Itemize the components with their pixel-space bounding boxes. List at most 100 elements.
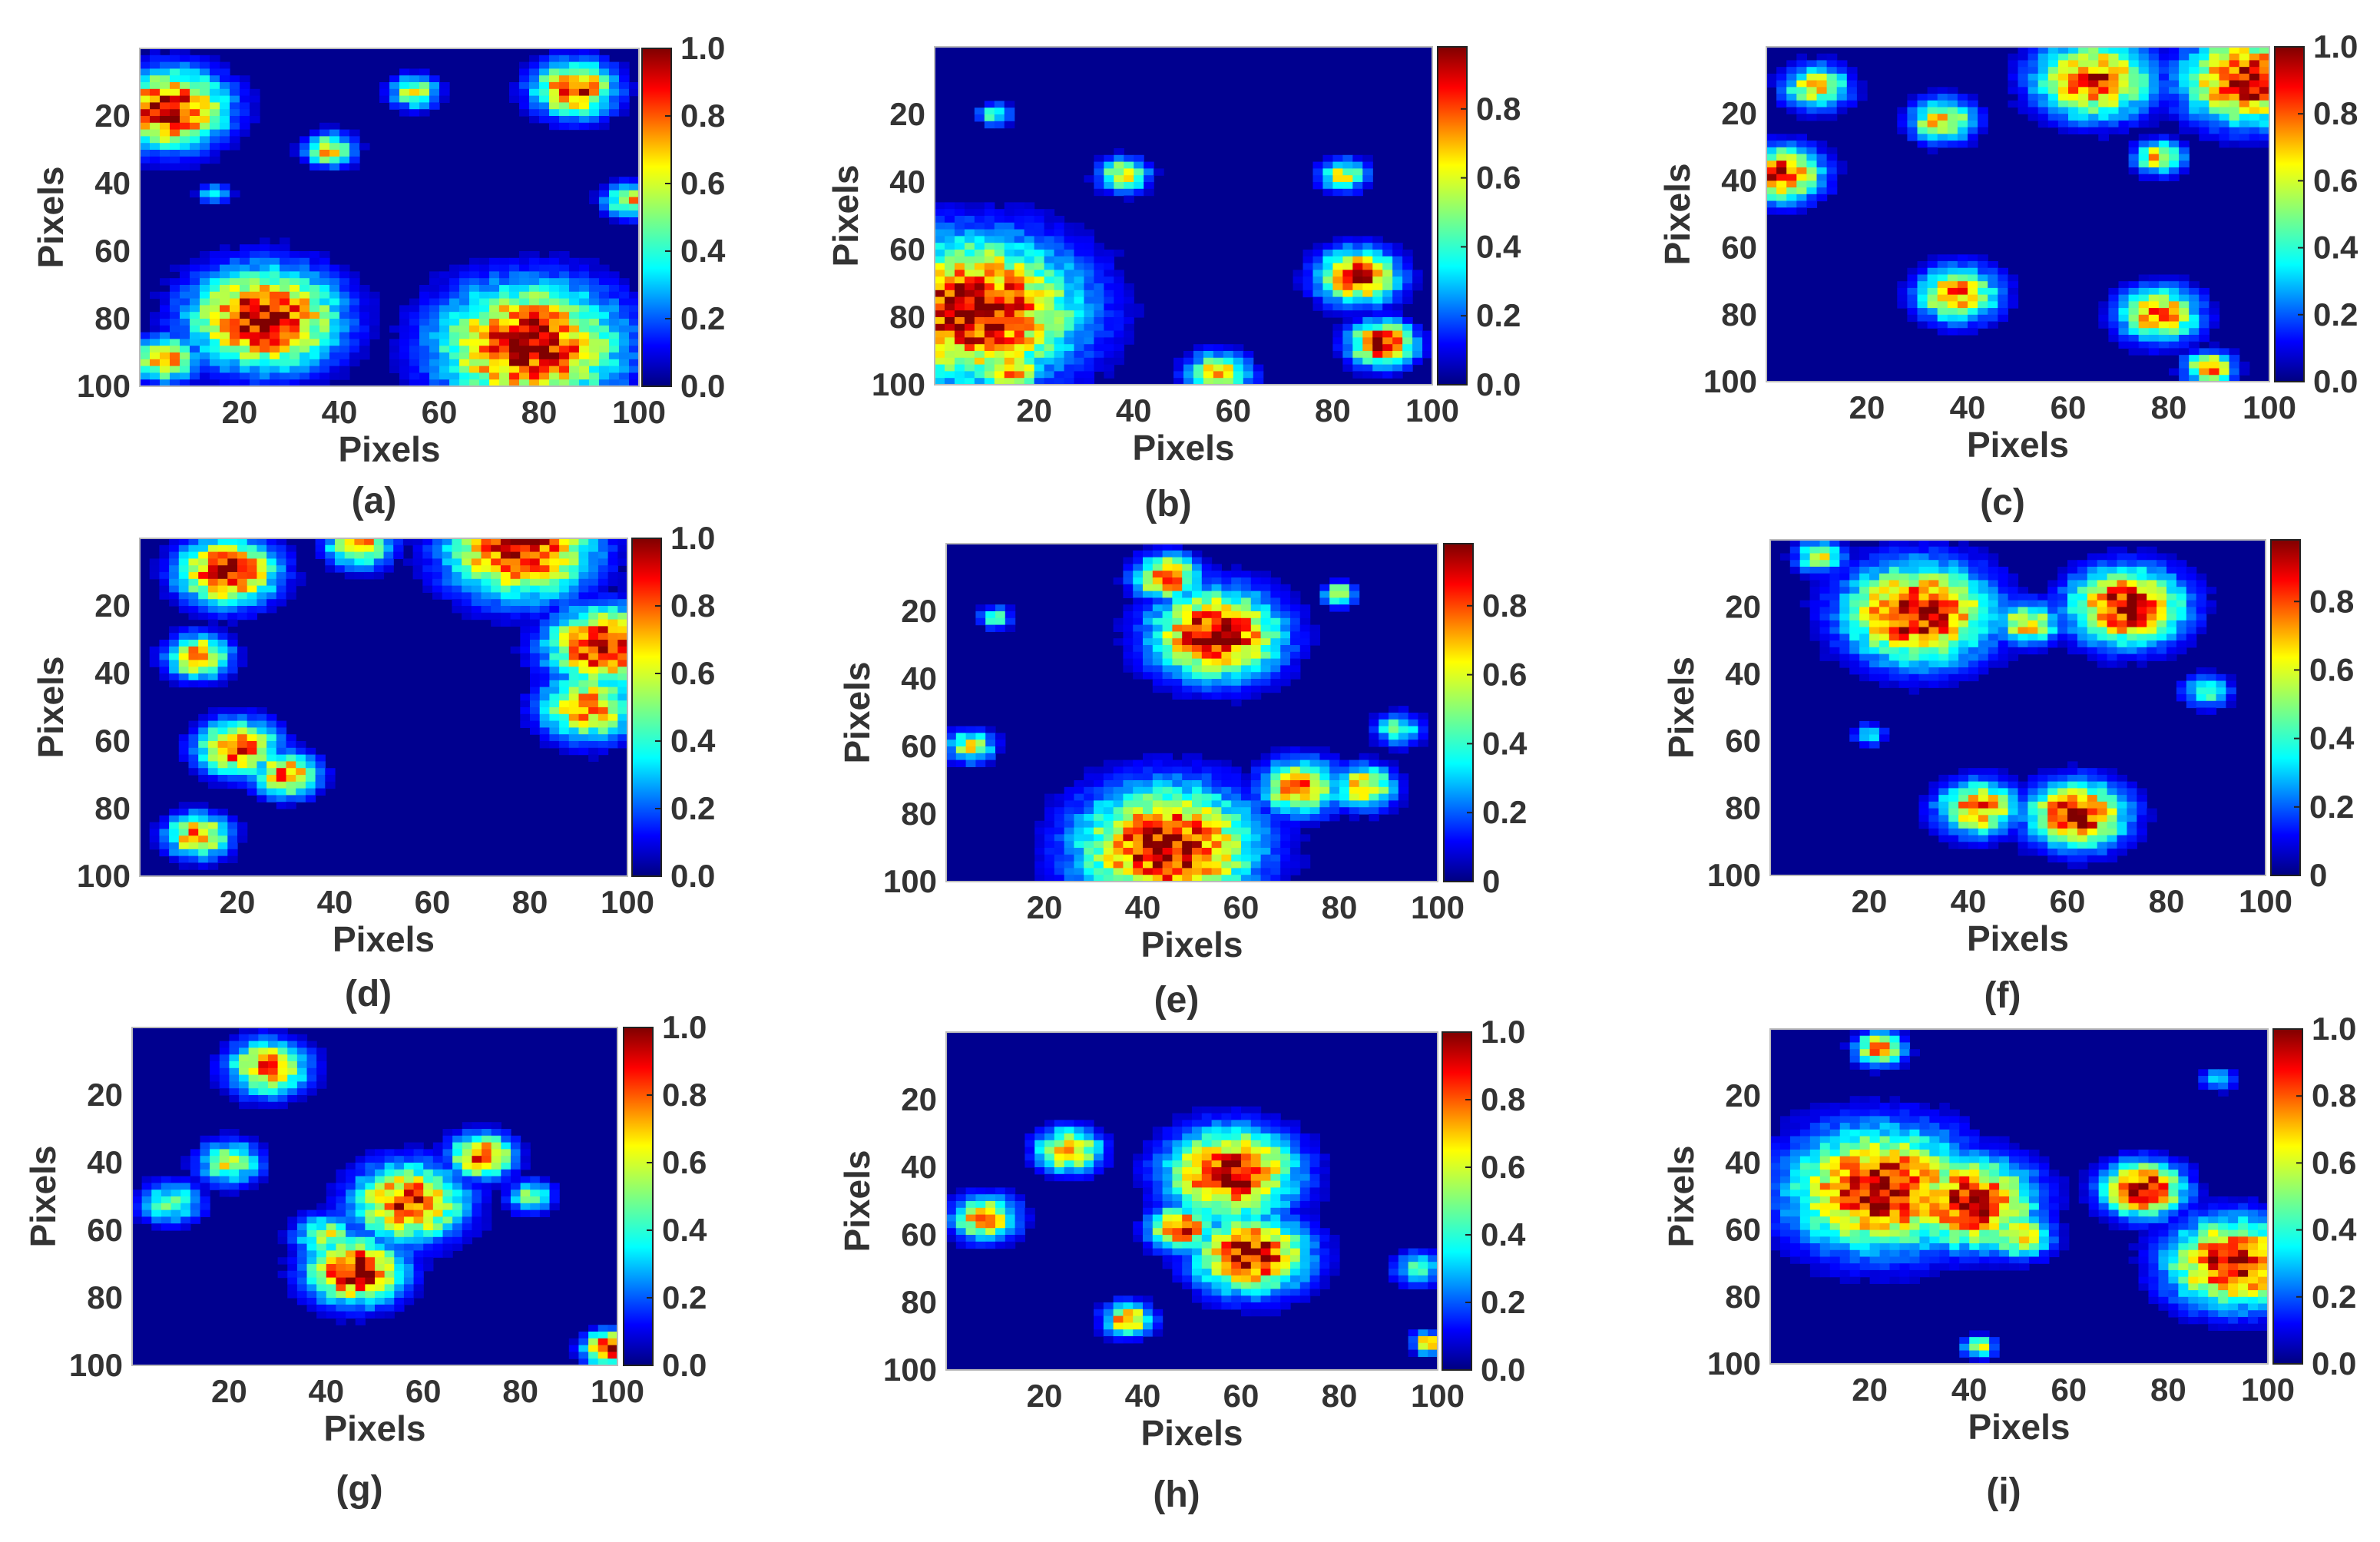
heatmap-cell bbox=[1192, 793, 1203, 801]
heatmap-cell bbox=[1044, 263, 1055, 270]
heatmap-cell bbox=[1084, 800, 1094, 808]
heatmap-cell bbox=[280, 251, 290, 259]
heatmap-cell bbox=[1382, 250, 1393, 257]
heatmap-cell bbox=[1382, 270, 1393, 277]
heatmap-cell bbox=[220, 366, 230, 373]
heatmap-cell bbox=[1968, 134, 1978, 141]
heatmap-cell bbox=[1133, 773, 1144, 781]
heatmap-cell bbox=[1172, 591, 1183, 598]
heatmap-cell bbox=[1094, 793, 1104, 801]
heatmap-cell bbox=[1143, 571, 1154, 578]
heatmap-cell bbox=[954, 216, 965, 223]
y-tick-label: 100 bbox=[77, 368, 131, 404]
heatmap-cell bbox=[1907, 94, 1918, 101]
heatmap-cell bbox=[1211, 685, 1222, 693]
heatmap-cell bbox=[207, 660, 219, 667]
heatmap-cell bbox=[481, 565, 492, 573]
heatmap-cell bbox=[290, 298, 300, 306]
heatmap-cell bbox=[200, 372, 210, 380]
heatmap-cell bbox=[569, 379, 580, 387]
heatmap-cell bbox=[974, 263, 985, 270]
heatmap-cell bbox=[1104, 364, 1114, 372]
heatmap-cell bbox=[200, 156, 210, 164]
heatmap-cell bbox=[1044, 296, 1055, 304]
heatmap-cell bbox=[188, 633, 199, 640]
heatmap-cell bbox=[1332, 168, 1343, 176]
heatmap-cell bbox=[1352, 154, 1363, 163]
heatmap-cell bbox=[1024, 216, 1035, 223]
heatmap-cell bbox=[994, 216, 1005, 223]
heatmap-cell bbox=[2158, 287, 2170, 296]
heatmap-cell bbox=[230, 129, 240, 137]
heatmap-cell bbox=[188, 734, 199, 742]
heatmap-cell bbox=[1968, 301, 1978, 309]
heatmap-cell bbox=[974, 283, 985, 291]
heatmap-cell bbox=[1094, 841, 1104, 849]
heatmap-cell bbox=[2199, 314, 2210, 323]
heatmap-cell bbox=[160, 325, 170, 333]
heatmap-cell bbox=[1172, 786, 1183, 795]
heatmap-cell bbox=[178, 754, 190, 762]
heatmap-cell bbox=[2179, 141, 2190, 148]
heatmap-cell bbox=[300, 285, 310, 293]
heatmap-cell bbox=[619, 366, 630, 373]
heatmap-cell bbox=[1836, 60, 1848, 68]
heatmap-cell bbox=[569, 359, 580, 367]
heatmap-cell bbox=[607, 660, 618, 667]
heatmap-cell bbox=[549, 544, 560, 553]
heatmap-cell bbox=[230, 75, 240, 83]
heatmap-cell bbox=[2098, 87, 2109, 94]
heatmap-cell bbox=[954, 330, 965, 338]
heatmap-cell bbox=[452, 551, 462, 559]
heatmap-cell bbox=[296, 747, 306, 756]
heatmap-cell bbox=[1332, 154, 1343, 163]
heatmap-cell bbox=[2169, 114, 2180, 121]
heatmap-cell bbox=[230, 88, 240, 97]
heatmap-cell bbox=[1014, 290, 1025, 298]
colorbar-tick-label: 0.4 bbox=[680, 233, 726, 269]
heatmap-cell bbox=[1182, 841, 1193, 849]
heatmap-cell bbox=[170, 346, 180, 353]
heatmap-cell bbox=[579, 352, 590, 360]
heatmap-cell bbox=[349, 278, 360, 286]
heatmap-cell bbox=[1182, 597, 1193, 605]
heatmap-cell bbox=[1998, 274, 2008, 282]
heatmap-cell bbox=[2179, 167, 2190, 175]
plot-frame bbox=[139, 538, 628, 877]
heatmap-cell bbox=[578, 727, 589, 735]
heatmap-cell bbox=[188, 822, 199, 829]
heatmap-cell bbox=[1372, 236, 1383, 243]
heatmap-cell bbox=[140, 88, 151, 97]
heatmap-cell bbox=[2018, 87, 2029, 94]
heatmap-cell bbox=[247, 592, 257, 600]
heatmap-cell bbox=[1339, 780, 1350, 788]
heatmap-cell bbox=[439, 278, 450, 286]
heatmap-cell bbox=[1034, 820, 1045, 829]
heatmap-cell bbox=[1084, 854, 1094, 862]
heatmap-cell bbox=[220, 116, 230, 124]
heatmap-cell bbox=[549, 305, 560, 313]
heatmap-cell bbox=[296, 788, 306, 796]
heatmap-cell bbox=[1816, 107, 1828, 114]
heatmap-cell bbox=[2138, 274, 2150, 282]
heatmap-cell bbox=[1312, 296, 1324, 304]
heatmap-cell bbox=[2169, 301, 2180, 309]
heatmap-cell bbox=[339, 352, 350, 360]
heatmap-cell bbox=[1162, 834, 1173, 842]
heatmap-cell bbox=[2199, 127, 2210, 134]
heatmap-cell bbox=[1152, 827, 1164, 835]
heatmap-cell bbox=[1211, 759, 1222, 767]
heatmap-cell bbox=[579, 332, 590, 339]
heatmap-cell bbox=[180, 339, 190, 346]
heatmap-cell bbox=[160, 278, 170, 286]
heatmap-cell bbox=[449, 346, 460, 353]
heatmap-cell bbox=[2199, 47, 2210, 55]
heatmap-cell bbox=[1372, 344, 1383, 352]
heatmap-cell bbox=[1786, 87, 1797, 94]
heatmap-cell bbox=[1203, 364, 1214, 372]
heatmap-cell bbox=[568, 660, 580, 667]
heatmap-cell bbox=[2199, 348, 2210, 356]
heatmap-cell bbox=[935, 290, 945, 298]
heatmap-cell bbox=[469, 372, 480, 380]
heatmap-cell bbox=[1968, 127, 1978, 134]
